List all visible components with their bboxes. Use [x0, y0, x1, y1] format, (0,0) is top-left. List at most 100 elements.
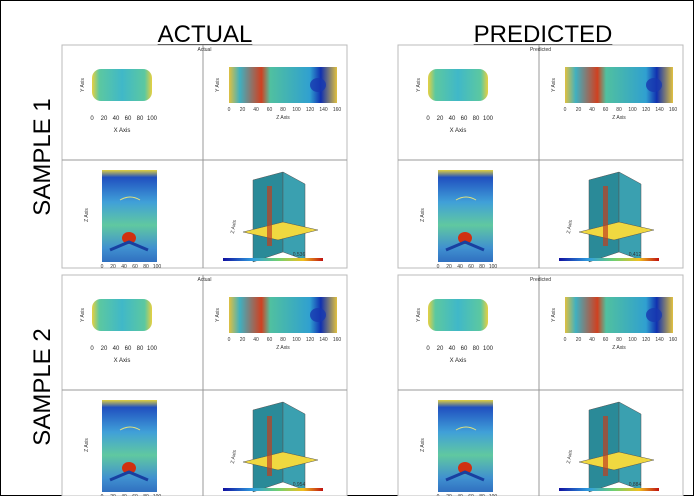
- tick-label: 40: [253, 337, 259, 343]
- tick-label: 60: [267, 337, 273, 343]
- axis-label: Z Axis: [84, 208, 90, 222]
- tick-label: 120: [306, 337, 315, 343]
- axis-label: X Axis: [114, 128, 131, 134]
- tick-label: 20: [446, 264, 452, 270]
- slice-3d: [283, 402, 305, 490]
- tick-label: 80: [473, 346, 480, 352]
- tick-label: 100: [483, 346, 494, 352]
- tick-label: 80: [616, 337, 622, 343]
- heatmap: [102, 170, 157, 262]
- tick-label: 140: [655, 337, 664, 343]
- tick-label: 60: [132, 264, 138, 270]
- colorbar: [223, 258, 323, 261]
- tick-label: 40: [457, 264, 463, 270]
- tick-label: 0: [564, 107, 567, 113]
- heatmap: [92, 299, 152, 331]
- tick-label: 100: [628, 337, 637, 343]
- tick-label: 40: [449, 346, 456, 352]
- tick-label: 120: [642, 107, 651, 113]
- colorbar-label: 0.954: [293, 482, 306, 488]
- tick-label: 100: [147, 346, 158, 352]
- tick-label: 0: [564, 337, 567, 343]
- tick-label: 40: [121, 264, 127, 270]
- tick-label: 60: [603, 337, 609, 343]
- tick-label: 40: [113, 116, 120, 122]
- colorbar: [559, 488, 659, 491]
- axis-label: Y Axis: [551, 308, 557, 322]
- colorbar: [223, 488, 323, 491]
- panel-title: Predicted: [530, 277, 551, 283]
- tick-label: 40: [589, 107, 595, 113]
- colorbar-label: 0.884: [629, 482, 642, 488]
- hotspot: [310, 308, 326, 322]
- hotspot: [267, 186, 272, 246]
- axis-label: Y Axis: [80, 308, 86, 322]
- panel-title: Actual: [198, 277, 212, 283]
- tick-label: 80: [473, 116, 480, 122]
- tick-label: 140: [319, 107, 328, 113]
- tick-label: 80: [143, 264, 149, 270]
- panel-title: Actual: [198, 47, 212, 53]
- tick-label: 120: [642, 337, 651, 343]
- tick-label: 100: [147, 116, 158, 122]
- heatmap: [428, 299, 488, 331]
- tick-label: 80: [137, 346, 144, 352]
- axis-label: X Axis: [114, 358, 131, 364]
- tick-label: 20: [576, 107, 582, 113]
- tick-label: 60: [461, 346, 468, 352]
- axis-label: Z Axis: [420, 438, 426, 452]
- tick-label: 0: [101, 264, 104, 270]
- slice-3d: [619, 172, 641, 260]
- heatmap: [102, 400, 157, 492]
- axis-label: Z Axis: [276, 115, 290, 121]
- tick-label: 20: [437, 116, 444, 122]
- hotspot: [310, 78, 326, 92]
- hotspot: [603, 416, 608, 476]
- tick-label: 60: [267, 107, 273, 113]
- tick-label: 20: [240, 337, 246, 343]
- axis-label: Z Axis: [420, 208, 426, 222]
- tick-label: 100: [628, 107, 637, 113]
- tick-label: 40: [113, 346, 120, 352]
- tick-label: 20: [101, 116, 108, 122]
- tick-label: 140: [319, 337, 328, 343]
- hotspot: [646, 308, 662, 322]
- tick-label: 160: [669, 337, 678, 343]
- column-header: ACTUAL: [158, 21, 253, 48]
- tick-label: 60: [461, 116, 468, 122]
- tick-label: 0: [228, 107, 231, 113]
- tick-label: 160: [333, 337, 342, 343]
- hotspot: [646, 78, 662, 92]
- heatmap: [428, 69, 488, 101]
- tick-label: 0: [437, 264, 440, 270]
- tick-label: 40: [449, 116, 456, 122]
- axis-label: Z Axis: [84, 438, 90, 452]
- heatmap: [92, 69, 152, 101]
- tick-label: 160: [669, 107, 678, 113]
- tick-label: 80: [616, 107, 622, 113]
- tick-label: 40: [253, 107, 259, 113]
- tick-label: 40: [589, 337, 595, 343]
- figure: ACTUAL PREDICTED SAMPLE 1Actual020406080…: [0, 0, 694, 496]
- heatmap: [438, 170, 493, 262]
- tick-label: 60: [603, 107, 609, 113]
- column-header: PREDICTED: [474, 21, 613, 48]
- tick-label: 100: [292, 107, 301, 113]
- axis-label: Y Axis: [416, 308, 422, 322]
- tick-label: 100: [292, 337, 301, 343]
- tick-label: 80: [137, 116, 144, 122]
- axis-label: Y Axis: [80, 78, 86, 92]
- hotspot: [603, 186, 608, 246]
- tick-label: 60: [468, 264, 474, 270]
- axis-label: Y Axis: [215, 308, 221, 322]
- tick-label: 20: [101, 346, 108, 352]
- tick-label: 60: [125, 116, 132, 122]
- tick-label: 100: [153, 264, 162, 270]
- tick-label: 160: [333, 107, 342, 113]
- colorbar-label: 0.412: [629, 252, 642, 258]
- axis-label: Y Axis: [416, 78, 422, 92]
- axis-label: X Axis: [450, 128, 467, 134]
- tick-label: 20: [576, 337, 582, 343]
- colorbar: [559, 258, 659, 261]
- tick-label: 20: [240, 107, 246, 113]
